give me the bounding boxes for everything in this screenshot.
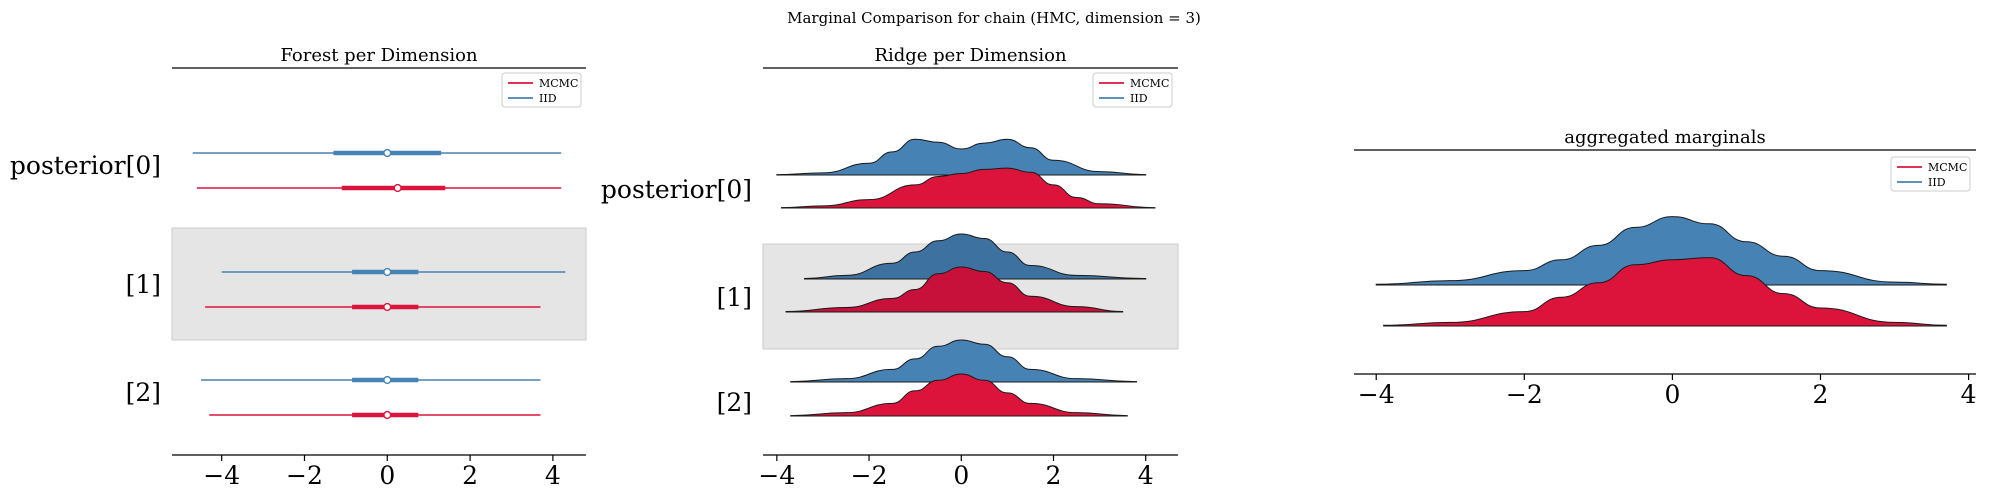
x-tick-label: −4: [203, 461, 240, 490]
legend: MCMC IID: [1890, 156, 1971, 192]
mcmc-median-point: [383, 410, 392, 420]
row-label: posterior[0]: [601, 175, 752, 204]
legend: MCMC IID: [501, 72, 582, 108]
legend-mcmc-label: MCMC: [1928, 161, 1967, 174]
x-tick-label: −2: [286, 461, 323, 490]
shaded-row-band: [171, 227, 587, 341]
row-label: [2]: [717, 388, 752, 417]
mcmc-density-ridge: [785, 266, 1124, 313]
aggregated-panel: aggregated marginals −4 −2 0 2 4 MCMC IID: [1354, 127, 1977, 409]
x-tick-label: 2: [1046, 461, 1062, 490]
row-label: [2]: [126, 378, 161, 407]
row-label: [1]: [126, 270, 161, 299]
x-tick-label: −2: [1506, 380, 1543, 409]
x-tick-label: 2: [462, 461, 478, 490]
x-tick-label: 4: [1961, 380, 1977, 409]
panel-title: Ridge per Dimension: [874, 45, 1067, 66]
forest-panel: Forest per Dimension −4 −2 0 2 4 posterior[0] […: [10, 45, 587, 490]
mcmc-median-point: [383, 302, 392, 312]
figure-title: Marginal Comparison for chain (HMC, dime…: [787, 9, 1201, 27]
legend: MCMC IID: [1092, 72, 1173, 108]
iid-median-point: [383, 375, 392, 385]
x-tick-label: 0: [953, 461, 969, 490]
iid-median-point: [383, 267, 392, 277]
iid-median-point: [383, 148, 392, 158]
mcmc-density-ridge: [780, 167, 1156, 209]
ridge-panel: Ridge per Dimension −4 −2 0 2 4 posterior[0] [1…: [601, 45, 1179, 490]
legend-iid-label: IID: [1130, 92, 1148, 105]
iid-density-ridge: [1375, 216, 1947, 286]
legend-mcmc-label: MCMC: [1130, 77, 1169, 90]
mcmc-density-ridge: [1383, 257, 1947, 327]
x-tick-label: −2: [851, 461, 888, 490]
iid-density-ridge: [790, 339, 1137, 383]
x-tick-label: 4: [545, 461, 561, 490]
panel-title: aggregated marginals: [1564, 127, 1765, 148]
panel-title: Forest per Dimension: [280, 45, 478, 66]
x-tick-label: 4: [1138, 461, 1154, 490]
x-tick-label: 0: [1664, 380, 1680, 409]
x-tick-label: −4: [758, 461, 795, 490]
x-tick-label: 2: [1813, 380, 1829, 409]
x-tick-label: −4: [1358, 380, 1395, 409]
legend-iid-label: IID: [539, 92, 557, 105]
legend-iid-label: IID: [1928, 176, 1946, 189]
x-tick-label: 0: [379, 461, 395, 490]
iid-density-ridge: [776, 138, 1147, 176]
legend-mcmc-label: MCMC: [539, 77, 578, 90]
row-label: posterior[0]: [10, 151, 161, 180]
mcmc-median-point: [393, 183, 402, 193]
mcmc-density-ridge: [790, 373, 1128, 417]
row-label: [1]: [717, 283, 752, 312]
iid-density-ridge: [804, 233, 1147, 280]
